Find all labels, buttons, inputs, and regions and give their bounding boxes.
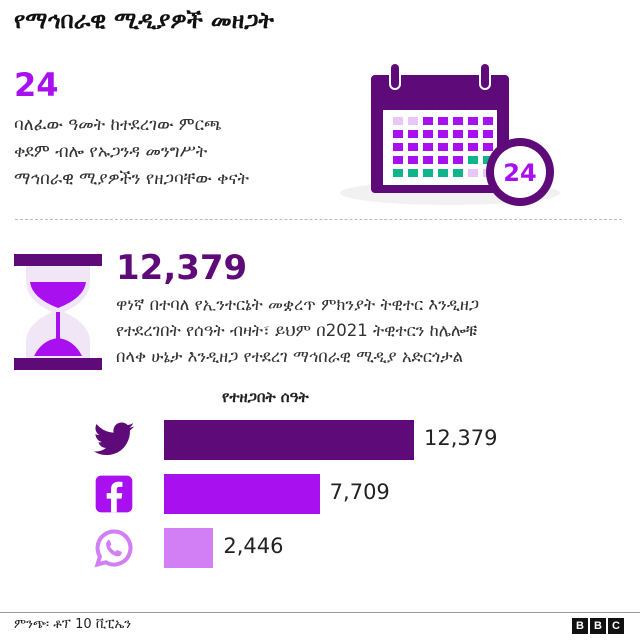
calendar-day-cell	[438, 169, 448, 177]
calendar-day-cell	[468, 169, 478, 177]
calendar-day-cell	[423, 130, 433, 138]
calendar-day-cell	[438, 130, 448, 138]
calendar-day-cell	[393, 130, 403, 138]
logo-letter: C	[608, 618, 624, 634]
calendar-day-cell	[468, 117, 478, 125]
twitter-icon	[93, 422, 135, 456]
bar-value-label: 12,379	[424, 426, 498, 450]
calendar-day-cell	[423, 143, 433, 151]
divider	[15, 219, 622, 220]
chart-title: የተዘጋበት ሰዓት	[222, 388, 309, 406]
desc-line: ዋነኛ በተባለ የኢንተርኔት መቋረጥ ምክንያት ትዊተር እንዲዘጋ	[116, 295, 480, 314]
desc-line: የተደረገበት የሰዓት ብዛት፣ ይህም በ2021 ትዊተርን ከሌሎቹ	[116, 321, 478, 340]
stat-hours-description: ዋነኛ በተባለ የኢንተርኔት መቋረጥ ምክንያት ትዊተር እንዲዘጋ የ…	[116, 292, 626, 370]
bar-value-label: 7,709	[329, 480, 390, 504]
bar-value-label: 2,446	[223, 534, 284, 558]
desc-line: ቀደም ብሎ የኡጋንዳ መንግሥት	[14, 142, 208, 162]
calendar-day-cell	[468, 143, 478, 151]
calendar-day-cell	[393, 156, 403, 164]
calendar-badge: 24	[503, 159, 536, 187]
calendar-day-cell	[408, 143, 418, 151]
source-text: ምንጭ፡ ቶፕ 10 ቪፒኤን	[14, 617, 132, 632]
bar-twitter	[164, 420, 414, 460]
whatsapp-icon	[94, 529, 133, 568]
stat-days-description: ባለፈው ዓመት ከተደረገው ምርጫ ቀደም ብሎ የኡጋንዳ መንግሥት ማ…	[14, 112, 334, 193]
logo-letter: B	[590, 618, 606, 634]
desc-line: ባለፈው ዓመት ከተደረገው ምርጫ	[14, 115, 222, 135]
calendar-day-cell	[468, 156, 478, 164]
calendar-day-cell	[453, 130, 463, 138]
calendar-day-cell	[408, 130, 418, 138]
calendar-day-cell	[393, 169, 403, 177]
calendar-day-cell	[393, 117, 403, 125]
calendar-day-cell	[453, 169, 463, 177]
bbc-logo: B B C	[572, 618, 624, 634]
desc-line: ማኅበራዊ ሚያዎችን የዘጋባቸው ቀናት	[14, 169, 250, 189]
calendar-day-cell	[468, 130, 478, 138]
calendar-day-cell	[393, 143, 403, 151]
stat-hours-value: 12,379	[116, 248, 248, 288]
calendar-day-cell	[438, 117, 448, 125]
desc-line: በላቀ ሁኔታ እንዲዘጋ የተደረገ ማኅበራዊ ሚዲያ አድርጎታል	[116, 347, 464, 366]
bar-whatsapp	[164, 528, 214, 568]
calendar-icon: 24	[340, 62, 560, 206]
calendar-day-cell	[408, 117, 418, 125]
logo-letter: B	[572, 618, 588, 634]
page-title: የማኅበራዊ ሚዲያዎች መዘጋት	[14, 8, 274, 34]
calendar-day-cell	[438, 143, 448, 151]
calendar-day-cell	[438, 156, 448, 164]
calendar-day-cell	[423, 169, 433, 177]
bar-facebook	[164, 474, 320, 514]
calendar-day-cell	[453, 143, 463, 151]
calendar-day-cell	[423, 117, 433, 125]
calendar-day-cell	[453, 156, 463, 164]
calendar-day-cell	[483, 117, 493, 125]
calendar-day-cell	[408, 169, 418, 177]
footer-divider	[0, 612, 640, 613]
calendar-day-cell	[483, 156, 493, 164]
stat-days-value: 24	[14, 66, 59, 104]
facebook-icon	[95, 475, 133, 513]
hourglass-icon	[14, 254, 102, 370]
calendar-day-cell	[483, 143, 493, 151]
calendar-day-cell	[423, 156, 433, 164]
calendar-day-cell	[453, 117, 463, 125]
calendar-day-cell	[408, 156, 418, 164]
calendar-day-cell	[483, 130, 493, 138]
